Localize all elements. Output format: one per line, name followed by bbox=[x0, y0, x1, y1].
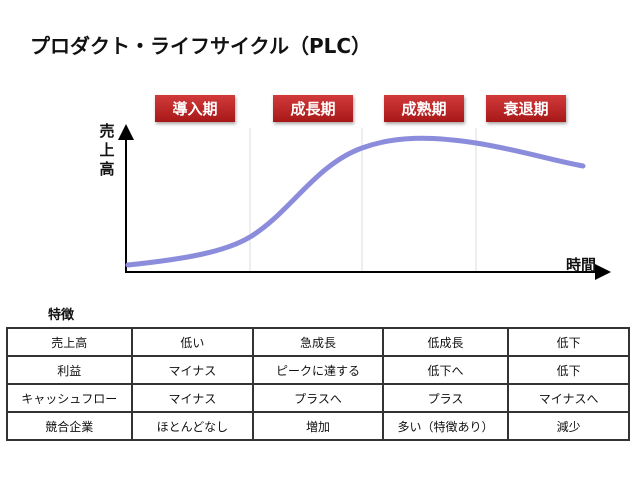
y-axis-label: 売上高 bbox=[99, 122, 115, 178]
table-cell: 低下 bbox=[507, 355, 630, 385]
table-cell: 増加 bbox=[252, 411, 384, 441]
row-header: キャッシュフロー bbox=[6, 383, 133, 413]
table-cell: マイナス bbox=[130, 383, 255, 413]
table-cell: 減少 bbox=[507, 411, 630, 441]
stage-introduction: 導入期 bbox=[155, 95, 235, 122]
table-row: 競合企業 ほとんどなし 増加 多い（特徴あり） 減少 bbox=[6, 411, 630, 441]
table-cell: マイナスへ bbox=[507, 383, 630, 413]
stage-decline: 衰退期 bbox=[486, 95, 566, 122]
stage-growth: 成長期 bbox=[273, 95, 353, 122]
row-header: 利益 bbox=[6, 355, 133, 385]
page-title: プロダクト・ライフサイクル（PLC） bbox=[30, 34, 372, 58]
table-cell: 多い（特徴あり） bbox=[381, 411, 510, 441]
table-cell: ピークに達する bbox=[252, 355, 384, 385]
table-cell: プラスへ bbox=[252, 383, 384, 413]
stage-maturity: 成熟期 bbox=[384, 95, 464, 122]
sales-curve bbox=[125, 135, 586, 268]
characteristics-table: 売上高 低い 急成長 低成長 低下 利益 マイナス ピークに達する 低下へ 低下 キャッシュフローマ… bbox=[6, 327, 630, 441]
table-cell: 低下 bbox=[507, 327, 630, 357]
table-title: 特徴 bbox=[48, 308, 75, 323]
table-row: キャッシュフロー マイナス プラスへ プラス マイナスへ bbox=[6, 383, 630, 413]
table-cell: マイナス bbox=[130, 355, 255, 385]
table-row: 売上高 低い 急成長 低成長 低下 bbox=[6, 327, 630, 357]
table-cell: 低い bbox=[130, 327, 255, 357]
table-cell: プラス bbox=[381, 383, 510, 413]
table-cell: 低下へ bbox=[381, 355, 510, 385]
table-cell: ほとんどなし bbox=[130, 411, 255, 441]
table-row: 利益 マイナス ピークに達する 低下へ 低下 bbox=[6, 355, 630, 385]
table-cell: 急成長 bbox=[252, 327, 384, 357]
row-header: 売上高 bbox=[6, 327, 133, 357]
x-axis-label: 時間 bbox=[566, 256, 597, 274]
plc-diagram bbox=[118, 124, 611, 280]
table-cell: 低成長 bbox=[381, 327, 510, 357]
row-header: 競合企業 bbox=[6, 411, 133, 441]
